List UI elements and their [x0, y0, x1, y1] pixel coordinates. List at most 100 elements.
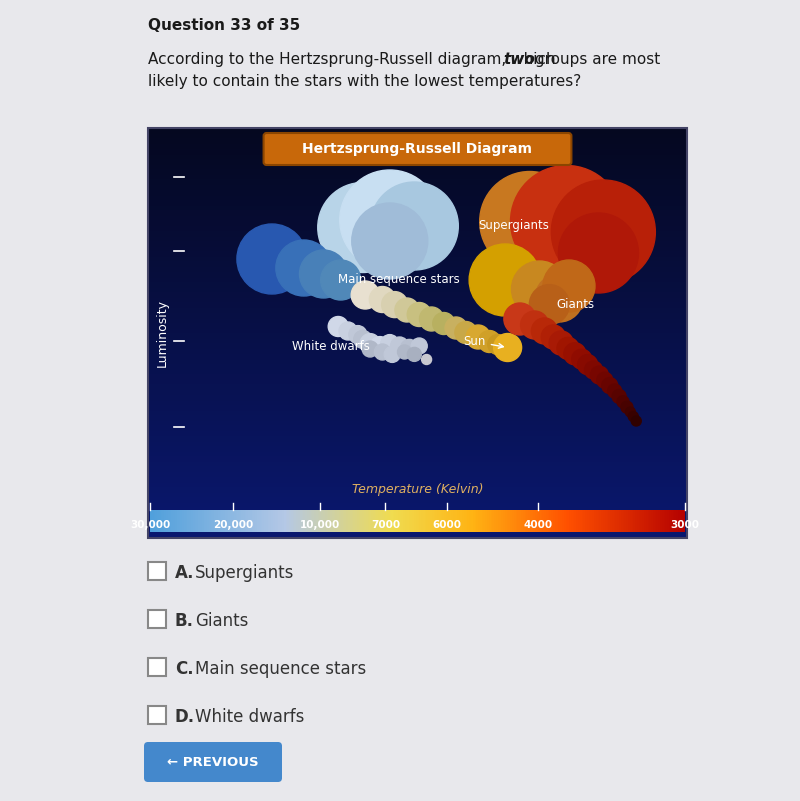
Bar [148, 227, 687, 228]
Bar [650, 510, 651, 532]
Bar [538, 510, 541, 532]
Bar [342, 510, 344, 532]
Bar [148, 320, 687, 323]
Bar [148, 132, 687, 134]
Bar [148, 288, 687, 290]
Bar [442, 510, 444, 532]
Bar [622, 510, 624, 532]
Bar [210, 510, 213, 532]
Bar [148, 370, 687, 372]
Circle shape [352, 203, 428, 279]
Bar [666, 510, 667, 532]
Circle shape [521, 311, 549, 339]
Circle shape [480, 171, 580, 272]
Bar [335, 510, 338, 532]
Bar [148, 268, 687, 269]
Bar [384, 510, 386, 532]
Bar [374, 510, 377, 532]
Circle shape [578, 355, 598, 375]
Bar [148, 516, 687, 517]
Bar [148, 327, 687, 329]
Text: Hertzsprung-Russell Diagram: Hertzsprung-Russell Diagram [302, 142, 533, 156]
Circle shape [360, 333, 380, 353]
Bar [148, 425, 687, 427]
Circle shape [340, 170, 440, 270]
Circle shape [597, 372, 613, 388]
Bar [615, 510, 618, 532]
Bar [148, 384, 687, 386]
Bar [294, 510, 296, 532]
Bar [309, 510, 310, 532]
Bar [148, 473, 687, 474]
Bar [148, 372, 687, 374]
Bar [378, 510, 380, 532]
Bar [289, 510, 291, 532]
Text: White dwarfs: White dwarfs [291, 340, 370, 352]
Bar [362, 510, 364, 532]
Bar [271, 510, 273, 532]
Bar [148, 507, 687, 509]
Bar [357, 510, 358, 532]
Circle shape [445, 317, 467, 339]
Bar [364, 510, 366, 532]
Bar [482, 510, 483, 532]
Circle shape [504, 303, 536, 335]
Bar [148, 224, 687, 227]
Text: Main sequence stars: Main sequence stars [195, 660, 366, 678]
Bar [354, 510, 355, 532]
Bar [346, 510, 348, 532]
Bar [532, 510, 534, 532]
Bar [148, 400, 687, 403]
Bar [148, 319, 687, 320]
Bar [148, 280, 687, 282]
Bar [387, 510, 389, 532]
Circle shape [390, 337, 409, 355]
Bar [148, 517, 687, 520]
Bar [273, 510, 275, 532]
Circle shape [419, 307, 443, 331]
Text: 10,000: 10,000 [300, 520, 340, 530]
Bar [450, 510, 451, 532]
Bar [328, 510, 330, 532]
Bar [148, 466, 687, 469]
Text: 20,000: 20,000 [213, 520, 253, 530]
Bar [200, 510, 202, 532]
Bar [567, 510, 569, 532]
Bar [405, 510, 407, 532]
Bar [534, 510, 535, 532]
Bar [148, 185, 687, 187]
Bar [230, 510, 232, 532]
Bar [486, 510, 487, 532]
Bar [157, 510, 159, 532]
Bar [457, 510, 458, 532]
Bar [287, 510, 289, 532]
Bar [319, 510, 322, 532]
Bar [148, 423, 687, 425]
Bar [148, 216, 687, 218]
Bar [148, 249, 687, 251]
Bar [148, 245, 687, 247]
Bar [638, 510, 641, 532]
Bar [148, 386, 687, 388]
Text: According to the Hertzsprung-Russell diagram, which: According to the Hertzsprung-Russell dia… [148, 52, 561, 67]
Circle shape [370, 336, 390, 356]
Bar [498, 510, 499, 532]
Bar [148, 159, 687, 161]
Bar [338, 510, 339, 532]
Text: Luminosity: Luminosity [155, 299, 169, 367]
Bar [448, 510, 450, 532]
Bar [582, 510, 583, 532]
Bar [148, 335, 687, 337]
Bar [641, 510, 642, 532]
Bar [148, 524, 687, 525]
Bar [148, 452, 687, 454]
Bar [148, 337, 687, 339]
Bar [262, 510, 264, 532]
Bar [148, 228, 687, 231]
Bar [152, 510, 154, 532]
Bar [670, 510, 673, 532]
Bar [284, 510, 286, 532]
Bar [148, 409, 687, 411]
Text: two: two [503, 52, 535, 67]
Bar [148, 382, 687, 384]
